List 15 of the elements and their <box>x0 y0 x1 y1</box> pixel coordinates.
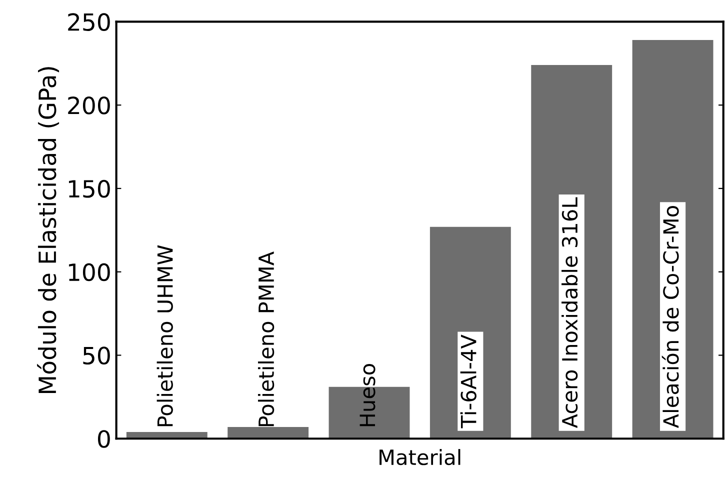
y-tick-label: 100 <box>68 263 110 282</box>
y-tick-label: 150 <box>68 180 110 198</box>
x-tick-label: Acero Inoxidable 316L <box>562 197 578 428</box>
x-tick-label: Polietileno PMMA <box>258 252 274 426</box>
x-tick-label: Polietileno UHMW <box>156 245 173 426</box>
x-tick-label: Ti-6Al-4V <box>460 334 476 428</box>
y-tick-label: 50 <box>83 346 110 365</box>
bar <box>228 426 309 439</box>
x-tick-label: Hueso <box>360 364 376 426</box>
y-tick-label: 200 <box>68 96 110 114</box>
y-tick-label: 250 <box>68 13 110 31</box>
x-axis-title: Material <box>380 449 460 466</box>
y-axis-title: Módulo de Elasticidad (GPa) <box>37 67 60 393</box>
x-tick-label: Aleación de Co-Cr-Mo <box>662 206 679 428</box>
y-tick-label: 0 <box>98 430 110 448</box>
